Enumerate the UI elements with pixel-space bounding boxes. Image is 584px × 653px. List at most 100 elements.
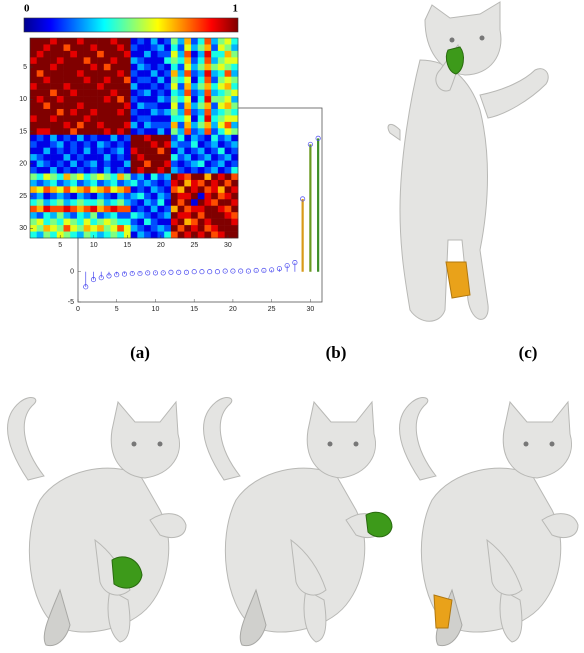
heatmap-cell — [90, 121, 98, 129]
heatmap-cell — [191, 167, 199, 174]
heatmap-cell — [204, 225, 212, 232]
stem-marker — [269, 267, 275, 273]
heatmap-cell — [231, 154, 239, 161]
heatmap-cell — [97, 231, 105, 239]
heatmap-cell — [157, 160, 165, 168]
heatmap-cell — [217, 38, 225, 45]
heatmap-cell — [164, 57, 172, 65]
heatmap-cell — [43, 167, 51, 174]
heatmap-cell — [83, 76, 91, 84]
heatmap-cell — [191, 108, 199, 116]
heatmap-cell — [76, 57, 84, 65]
heatmap-cell — [224, 134, 232, 142]
heatmap-cell — [164, 44, 172, 52]
heatmap-cell — [204, 212, 212, 219]
heatmap-cell — [76, 50, 84, 58]
heatmap-cell — [197, 57, 205, 65]
heatmap-cell — [56, 192, 64, 200]
heatmap-cell — [83, 57, 91, 65]
heatmap-cell — [204, 147, 212, 155]
heatmap-cell — [117, 96, 125, 103]
heatmap-cell — [123, 38, 131, 45]
heatmap-cell — [76, 186, 84, 194]
heatmap-cell — [157, 89, 165, 97]
heatmap-cell — [144, 57, 152, 65]
heatmap-cell — [144, 76, 152, 84]
heatmap-cell — [157, 205, 165, 213]
heatmap-cell — [224, 83, 232, 90]
heatmap-cell — [197, 147, 205, 155]
heatmap-cell — [36, 89, 44, 97]
stem-marker — [199, 269, 205, 275]
heatmap-cell — [197, 154, 205, 161]
heatmap-cell — [184, 199, 192, 207]
heatmap-cell — [123, 128, 131, 136]
heatmap-cell — [164, 134, 172, 142]
heatmap-cell — [170, 147, 178, 155]
heatmap-cell — [164, 76, 172, 84]
heatmap-cell — [157, 173, 165, 181]
heatmap-cell — [76, 128, 84, 136]
heatmap-cell — [150, 225, 158, 232]
heatmap-cell — [90, 83, 98, 90]
heatmap-cell — [70, 102, 78, 110]
heatmap-cell — [123, 173, 131, 181]
heatmap-cell — [110, 38, 118, 45]
heatmap-cell — [144, 179, 152, 187]
heatmap-cell — [144, 121, 152, 129]
heatmap-cell — [137, 218, 145, 226]
heatmap-cell — [204, 154, 212, 161]
stem-marker — [83, 284, 89, 290]
heatmap-cell — [157, 192, 165, 200]
heatmap-cell — [63, 89, 71, 97]
heatmap-cell — [110, 186, 118, 194]
heatmap-cell — [76, 199, 84, 207]
heatmap-cell — [184, 231, 192, 239]
heatmap-cell — [204, 231, 212, 239]
heatmap-cell — [231, 212, 239, 219]
heatmap-cell — [197, 179, 205, 187]
heatmap-cell — [90, 70, 98, 78]
heatmap-cell — [204, 76, 212, 84]
heatmap-cell — [217, 96, 225, 103]
heatmap-cell — [123, 83, 131, 90]
heatmap-cell — [30, 186, 38, 194]
stem-marker — [222, 268, 228, 274]
heatmap-cell — [224, 212, 232, 219]
heatmap-cell — [63, 38, 71, 45]
heatmap-cell — [97, 218, 105, 226]
stem-marker — [152, 270, 159, 276]
heatmap-cell — [137, 108, 145, 116]
heatmap-cell — [117, 186, 125, 194]
heatmap-cell — [103, 70, 111, 78]
heatmap-cell — [144, 128, 152, 136]
heatmap-cell — [103, 128, 111, 136]
heatmap-cell — [184, 89, 192, 97]
heatmap-cell — [197, 76, 205, 84]
heatmap-cell — [63, 186, 71, 194]
heatmap-cell — [130, 212, 138, 219]
heatmap-cell — [76, 96, 84, 103]
heatmap-cell — [144, 160, 152, 168]
heatmap-cell — [177, 44, 185, 52]
heatmap-cell — [43, 128, 51, 136]
heatmap-cell — [170, 231, 178, 239]
heatmap-cell — [30, 212, 38, 219]
heatmap-cell — [130, 186, 138, 194]
heatmap-cell — [117, 44, 125, 52]
heatmap-cell — [157, 63, 165, 71]
heatmap-cell — [97, 147, 105, 155]
heatmap-cell — [70, 212, 78, 219]
heatmap-cell — [211, 96, 219, 103]
heatmap-cell — [150, 173, 158, 181]
heatmap-cell — [217, 63, 225, 71]
heatmap-cell — [184, 160, 192, 168]
heatmap-cell — [130, 108, 138, 116]
heatmap-cell — [150, 50, 158, 58]
heatmap-cell — [157, 231, 165, 239]
heatmap-cell — [224, 70, 232, 78]
heatmap-cell — [30, 102, 38, 110]
heatmap-cell — [170, 89, 178, 97]
heatmap-cell — [50, 134, 58, 142]
heatmap-cell — [43, 76, 51, 84]
